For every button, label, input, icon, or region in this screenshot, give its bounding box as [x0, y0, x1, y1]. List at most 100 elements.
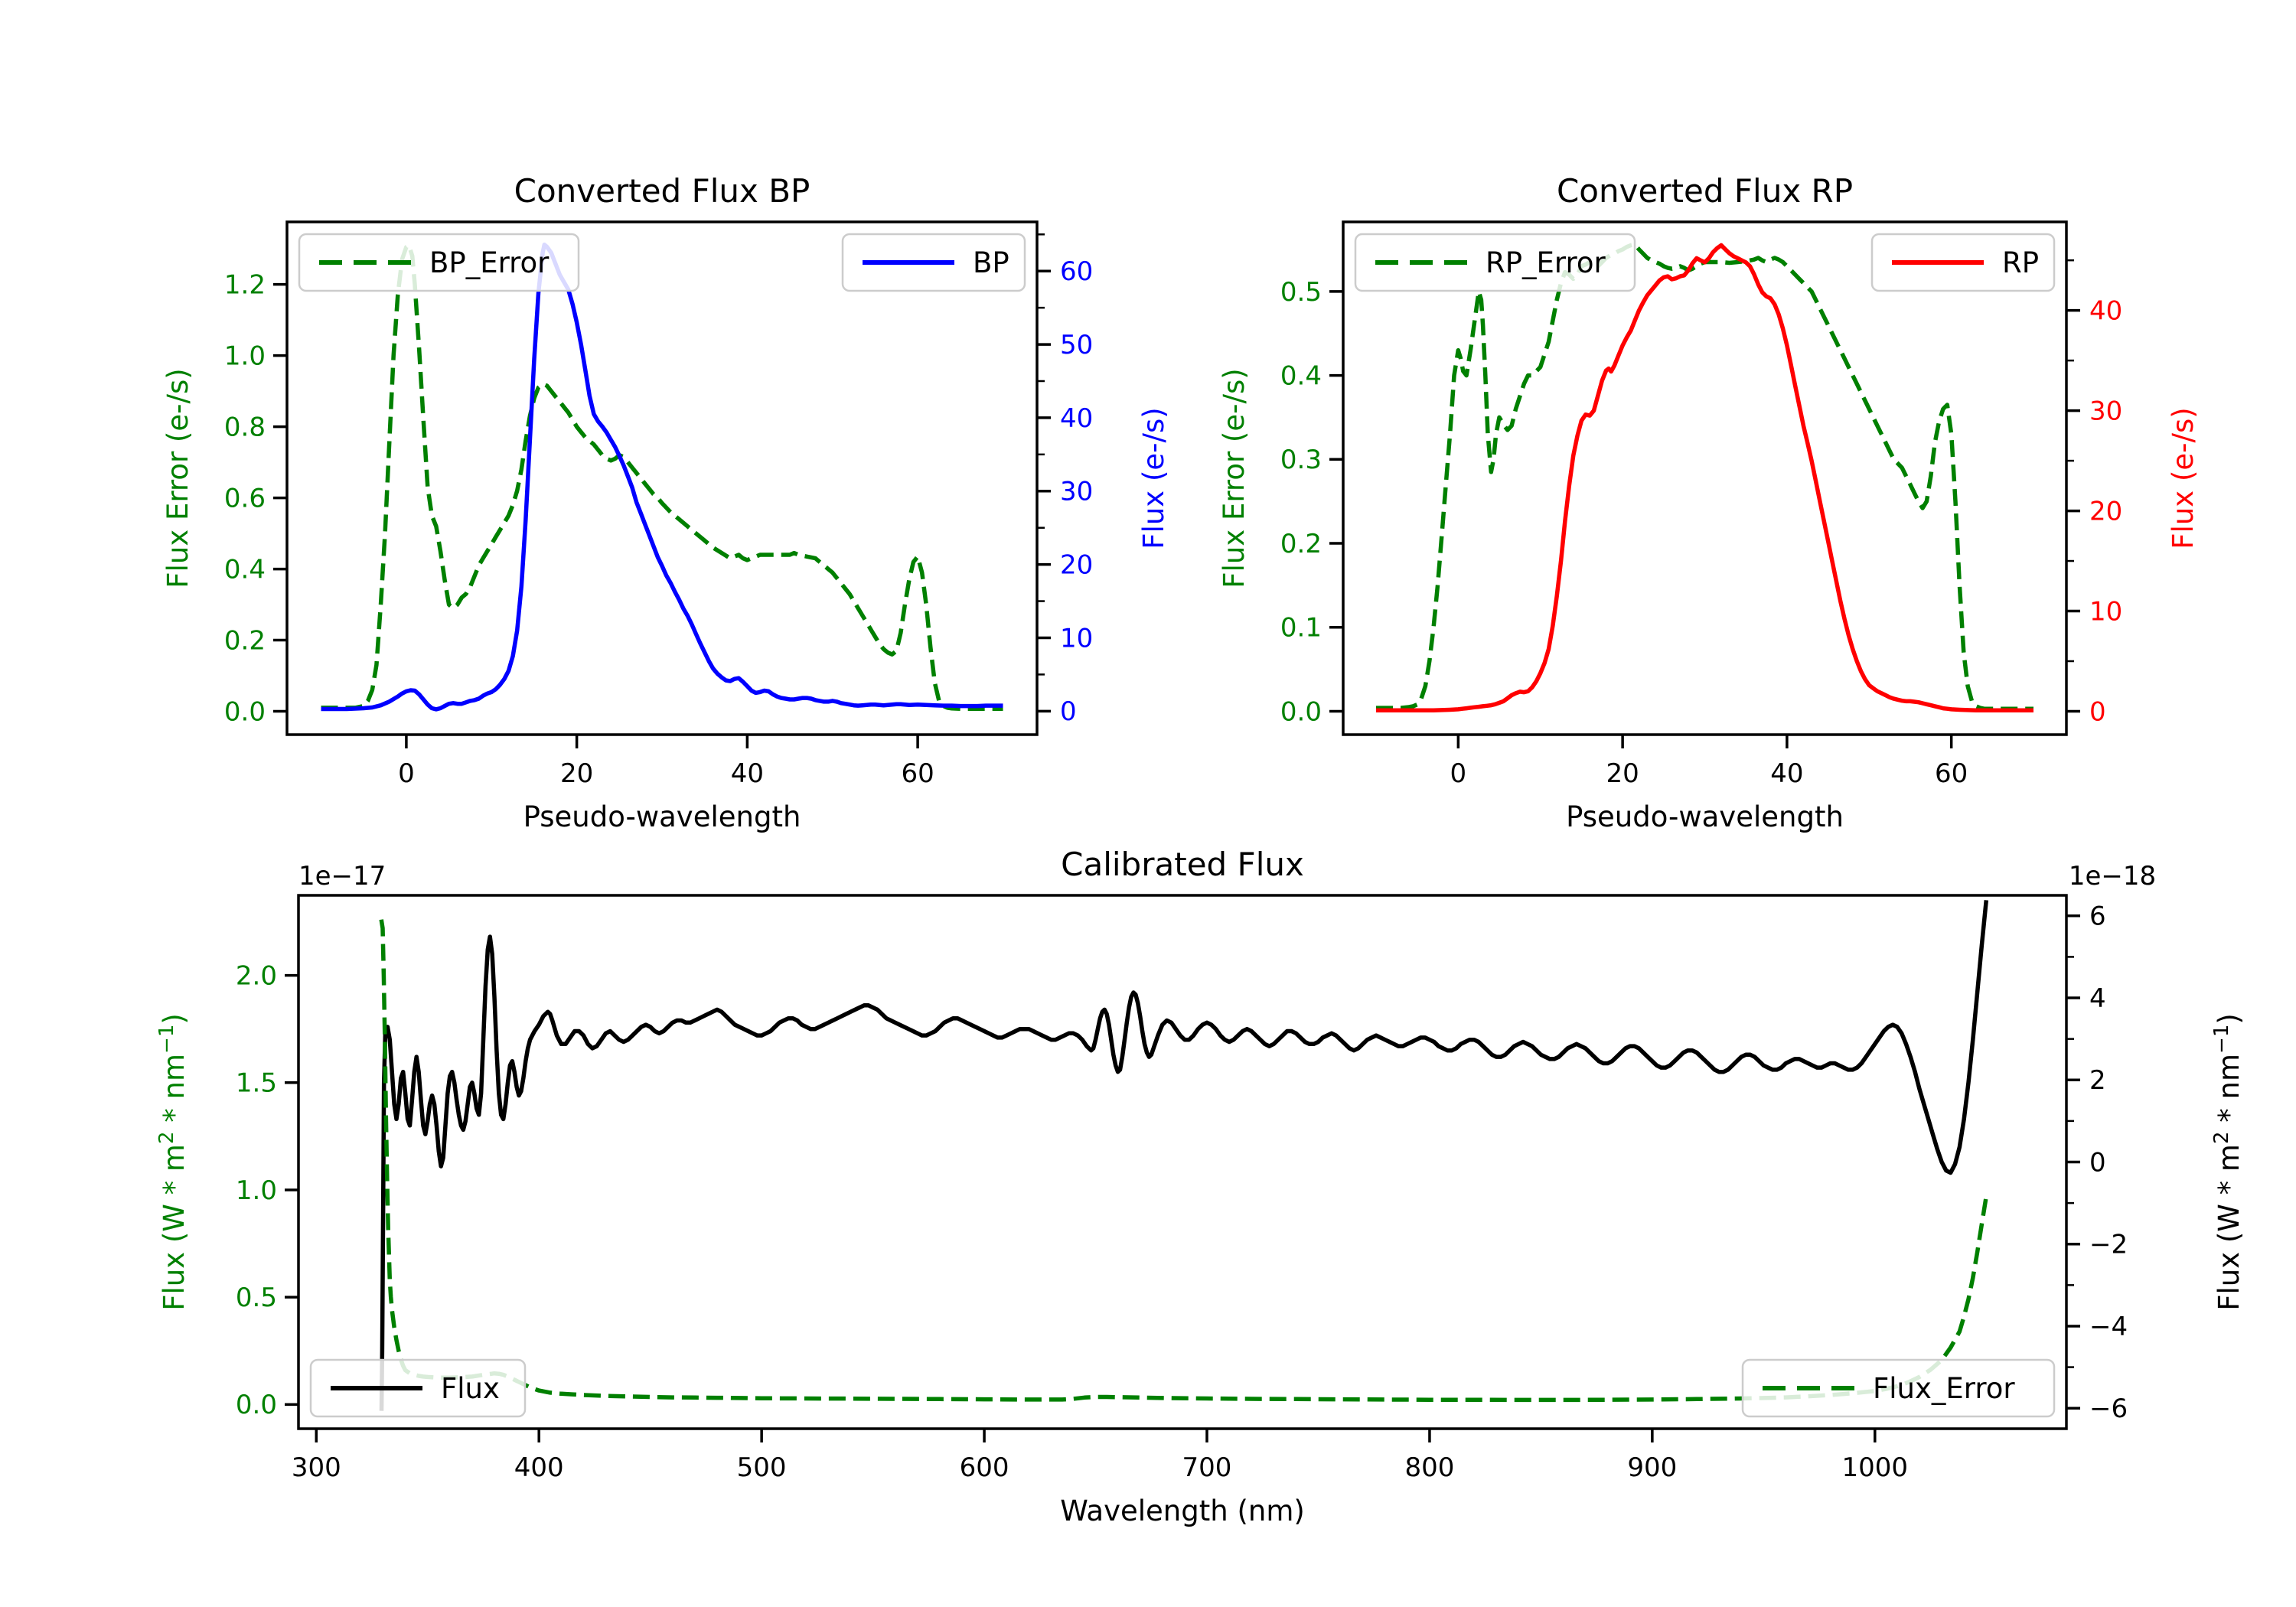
x-axis-bp: 0 20 40 60 Pseudo-wavelength: [398, 735, 934, 833]
x-axis-cal: 300 400 500 600 700 800 900 1000 Wavelength (nm): [292, 1429, 1908, 1527]
chart-bp: 0 20 40 60 Pseudo-wavelength 0.0 0.2 0.4 0.6 0.8 1…: [161, 172, 1170, 833]
flux_error-curve: [379, 919, 1989, 1403]
legend-bp: BP: [841, 233, 1026, 292]
legend-bp_error: BP_Error: [298, 233, 580, 292]
right-tick-label: 20: [2089, 496, 2122, 526]
left-axis-label: Flux (W * m2 * nm−1): [155, 1013, 191, 1311]
x-axis-label: Wavelength (nm): [1060, 1495, 1305, 1527]
right-tick-label: 0: [1060, 696, 1077, 727]
axes-frame: [285, 220, 1039, 736]
x-tick-label: 0: [398, 758, 415, 789]
x-tick-label: 40: [731, 758, 764, 789]
legend-flux: Flux: [309, 1358, 527, 1418]
right-axis-cal: −6 −4 −2 0 2 4 6 Flux (W * m2 * nm−1) 1e−18: [2066, 861, 2245, 1424]
right-axis-bp: 0 10 20 30 40 50 60 Flux (e-/s): [1037, 233, 1170, 727]
left-axis-label: Flux Error (e-/s): [1218, 368, 1251, 588]
left-tick-label: 0.8: [224, 412, 266, 442]
right-tick-label: 4: [2089, 983, 2106, 1014]
legend-label-rp: RP: [2002, 246, 2039, 279]
legend-label-flux: Flux: [441, 1372, 500, 1405]
left-tick-label: 0.2: [224, 625, 266, 656]
left-tick-label: 0.4: [224, 554, 266, 585]
x-tick-label: 300: [292, 1452, 341, 1483]
right-tick-label: 30: [1060, 477, 1093, 507]
chart-title-bp: Converted Flux BP: [514, 172, 810, 210]
left-tick-label: 0.5: [236, 1283, 277, 1313]
left-tick-label: 0.5: [1280, 277, 1322, 308]
left-axis-cal: 0.0 0.5 1.0 1.5 2.0 Flux (W * m2 * nm−1) 1e−17: [155, 861, 386, 1420]
x-tick-label: 1000: [1842, 1452, 1909, 1483]
legend-label-bp: BP: [973, 246, 1009, 279]
left-tick-label: 0.1: [1280, 613, 1322, 644]
x-axis-label: Pseudo-wavelength: [523, 800, 801, 833]
x-tick-label: 40: [1770, 758, 1803, 789]
right-tick-label: 0: [2089, 1147, 2106, 1178]
right-axis-label: Flux (e-/s): [1137, 407, 1170, 549]
x-tick-label: 20: [1606, 758, 1639, 789]
x-tick-label: 60: [1935, 758, 1968, 789]
left-tick-label: 1.5: [236, 1068, 277, 1099]
right-tick-label: 20: [1060, 550, 1093, 581]
legend-rp_error: RP_Error: [1354, 233, 1636, 292]
legend-label-rp_error: RP_Error: [1486, 246, 1606, 279]
x-tick-label: 400: [514, 1452, 564, 1483]
legend-label-flux_error: Flux_Error: [1873, 1372, 2015, 1405]
legend-flux_error: Flux_Error: [1741, 1358, 2056, 1418]
left-tick-label: 0.0: [224, 696, 266, 727]
right-tick-label: 60: [1060, 256, 1093, 287]
right-axis-rp: 0 10 20 30 40 Flux (e-/s): [2066, 259, 2200, 727]
right-axis-label: Flux (W * m2 * nm−1): [2210, 1013, 2245, 1311]
left-tick-label: 1.0: [236, 1175, 277, 1206]
left-axis-label: Flux Error (e-/s): [161, 368, 194, 588]
right-tick-label: 10: [1060, 623, 1093, 654]
left-axis-bp: 0.0 0.2 0.4 0.6 0.8 1.0 1.2 Flux Error (e-/s): [161, 269, 287, 727]
x-axis-label: Pseudo-wavelength: [1566, 800, 1844, 833]
x-tick-label: 600: [960, 1452, 1009, 1483]
right-axis-label: Flux (e-/s): [2167, 407, 2200, 549]
right-tick-label: −4: [2089, 1312, 2128, 1342]
left-tick-label: 0.4: [1280, 360, 1322, 391]
right-tick-label: 50: [1060, 330, 1093, 360]
x-tick-label: 60: [901, 758, 934, 789]
chart-rp: 0 20 40 60Pseudo-wavelength0.00.10.20.30.40…: [1218, 172, 2200, 833]
left-tick-label: 1.0: [224, 341, 266, 371]
right-tick-label: 40: [1060, 403, 1093, 434]
right-tick-label: −2: [2089, 1230, 2128, 1260]
left-offset-text: 1e−17: [298, 861, 386, 892]
right-tick-label: 30: [2089, 396, 2122, 427]
x-tick-label: 700: [1182, 1452, 1232, 1483]
bp-curve: [321, 242, 1003, 712]
flux-curve: [379, 900, 1989, 1411]
legend-rp: RP: [1870, 233, 2056, 292]
axes-frame: [297, 894, 2068, 1430]
x-tick-label: 500: [737, 1452, 787, 1483]
right-tick-label: 0: [2089, 696, 2106, 727]
x-tick-label: 800: [1404, 1452, 1454, 1483]
x-axis-rp: 0 20 40 60 Pseudo-wavelength: [1450, 735, 1968, 833]
x-tick-label: 20: [560, 758, 593, 789]
left-tick-label: 0.3: [1280, 445, 1322, 475]
x-tick-label: 900: [1627, 1452, 1677, 1483]
left-tick-label: 0.0: [1280, 696, 1322, 727]
right-offset-text: 1e−18: [2069, 861, 2156, 892]
rp_error-curve: [1376, 242, 2033, 711]
rp-curve: [1376, 243, 2033, 712]
chart-title-cal: Calibrated Flux: [1061, 846, 1304, 883]
left-tick-label: 2.0: [236, 960, 277, 991]
chart-cal: 300 400 500 600 700 800 900 1000 Wavelength (nm)…: [155, 846, 2245, 1527]
left-tick-label: 0.2: [1280, 529, 1322, 559]
legend-label-bp_error: BP_Error: [429, 246, 550, 279]
right-tick-label: 10: [2089, 596, 2122, 627]
right-tick-label: −6: [2089, 1393, 2128, 1424]
bp_error-curve: [321, 243, 1003, 712]
left-tick-label: 0.0: [236, 1390, 277, 1420]
right-tick-label: 6: [2089, 901, 2106, 932]
right-tick-label: 2: [2089, 1065, 2106, 1096]
left-axis-rp: 0.0 0.1 0.2 0.3 0.4 0.5 Flux Error (e-/s): [1218, 277, 1343, 727]
right-tick-label: 40: [2089, 296, 2122, 327]
axes-frame: [1342, 220, 2068, 736]
left-tick-label: 1.2: [224, 269, 266, 300]
x-tick-label: 0: [1450, 758, 1467, 789]
